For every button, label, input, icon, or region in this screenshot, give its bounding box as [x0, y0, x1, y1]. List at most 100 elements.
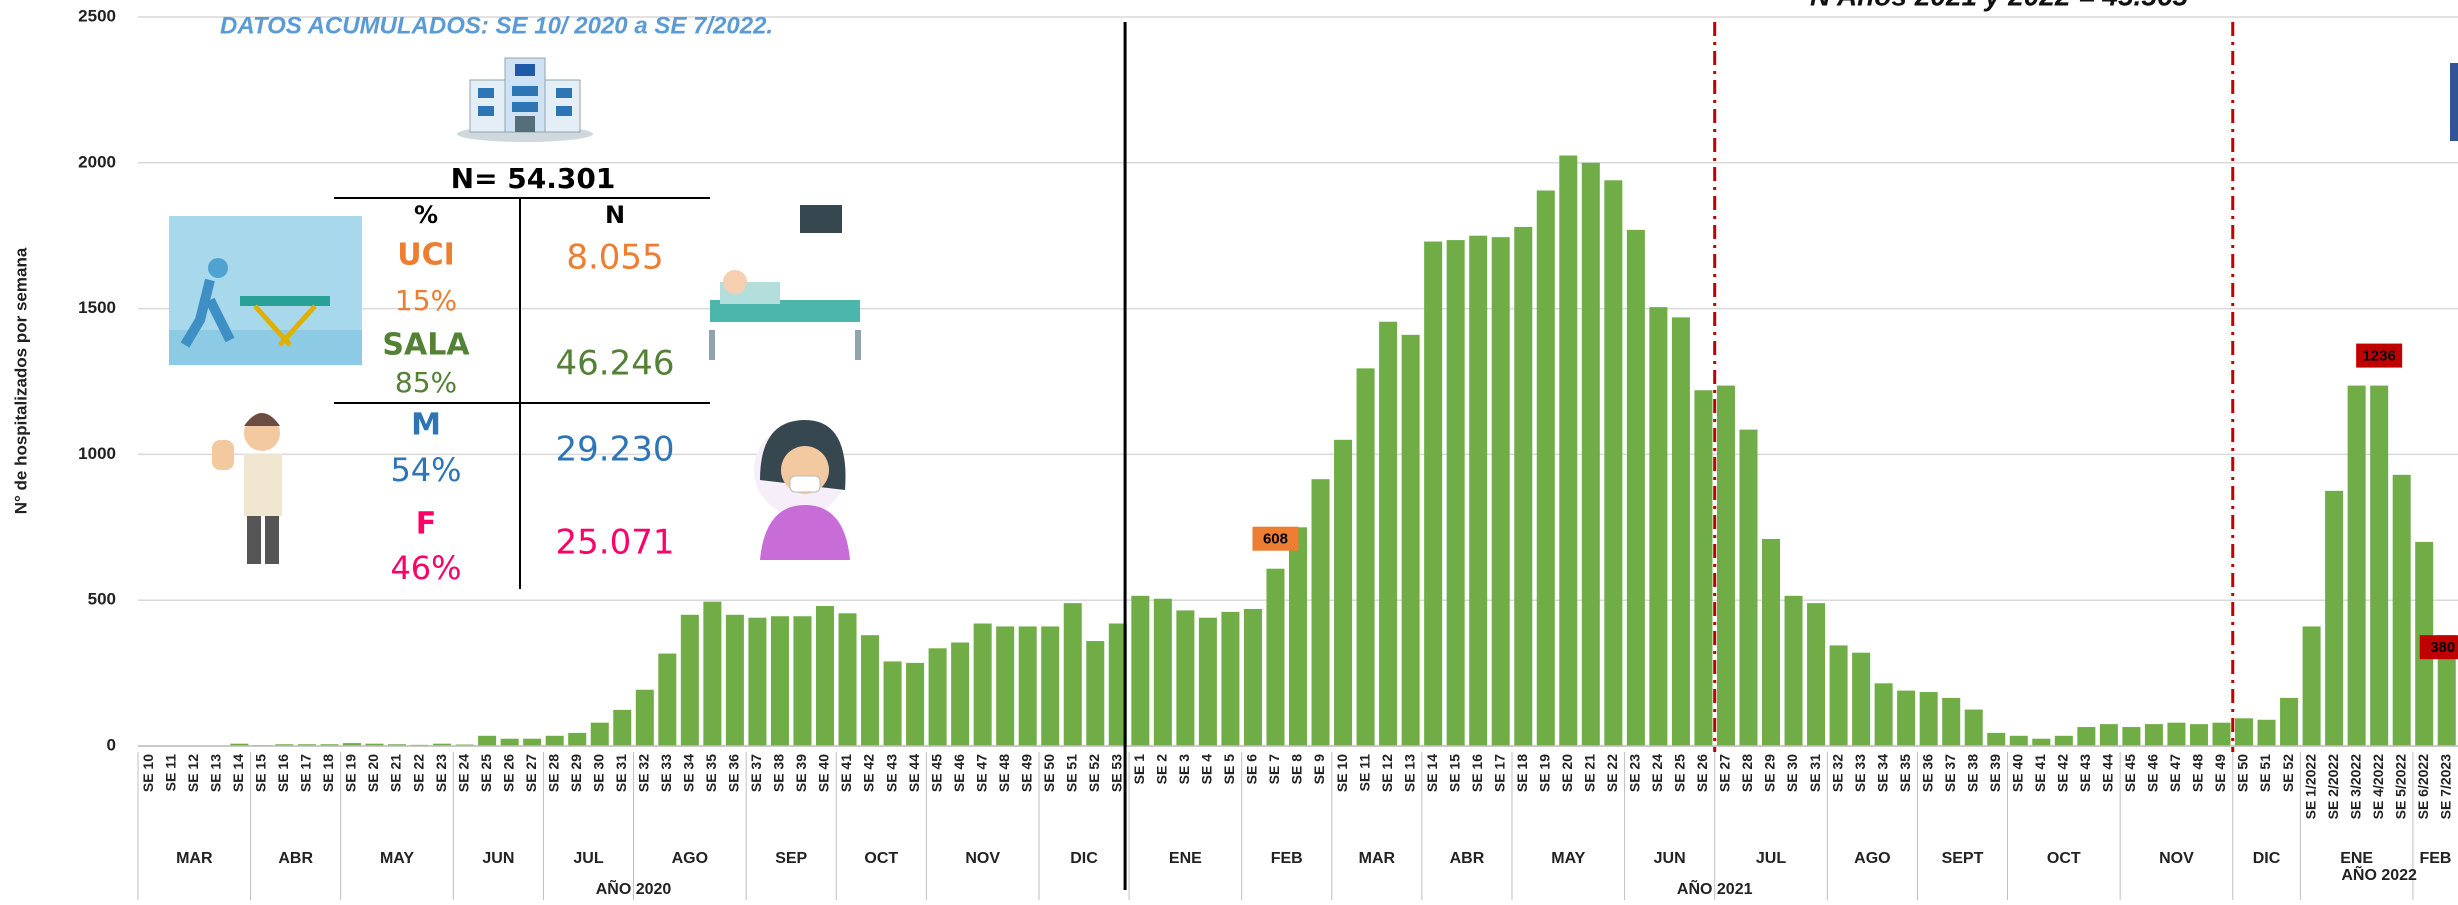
x-tick-label: SE 33 — [658, 754, 674, 792]
month-label: NOV — [2159, 850, 2194, 867]
bar — [545, 735, 564, 746]
bar — [1559, 155, 1578, 746]
x-tick-label: SE 1 — [1131, 754, 1147, 785]
x-tick-label: SE 31 — [1807, 754, 1823, 792]
x-tick-label: SE 17 — [298, 754, 314, 792]
bar — [1919, 692, 1938, 746]
bar — [590, 722, 609, 746]
month-label: ENE — [1169, 850, 1202, 867]
bar — [1762, 538, 1781, 746]
x-tick-label: SE 46 — [2145, 754, 2161, 792]
bar — [1942, 697, 1961, 746]
x-tick-label: SE 45 — [2122, 754, 2138, 792]
bar — [1852, 652, 1871, 746]
bar — [2167, 722, 2186, 746]
x-tick-label: SE 23 — [433, 754, 449, 792]
x-tick-label: SE 13 — [208, 754, 224, 792]
bar — [2122, 727, 2141, 746]
bar — [951, 642, 970, 746]
year-label: AÑO 2022 — [2341, 864, 2417, 884]
icu-image — [169, 216, 362, 365]
x-tick-label: SE 42 — [861, 754, 877, 792]
x-tick-label: SE 9 — [1311, 754, 1327, 785]
bar — [2437, 635, 2456, 746]
month-label: NOV — [965, 850, 1000, 867]
bar — [1288, 527, 1308, 746]
x-tick-label: SE 22 — [1604, 754, 1620, 792]
month-label: MAY — [380, 850, 414, 867]
bar — [793, 616, 812, 746]
bar — [703, 601, 722, 746]
row-n: 46.246 — [556, 344, 675, 384]
bar — [230, 743, 249, 746]
row-n: 8.055 — [566, 238, 663, 278]
x-tick-label: SE 11 — [162, 754, 178, 792]
value-label-box — [2419, 635, 2458, 660]
bar — [342, 743, 361, 746]
bar — [928, 648, 947, 746]
bar — [1063, 603, 1082, 746]
y-tick-label: 0 — [107, 735, 116, 754]
bar — [815, 606, 834, 746]
x-tick-label: SE 32 — [635, 754, 651, 792]
bar — [1221, 611, 1240, 746]
bar — [2077, 727, 2096, 746]
year-label: AÑO 2021 — [1677, 878, 1753, 898]
bar — [2280, 697, 2299, 746]
bar — [2032, 738, 2051, 746]
x-tick-label: SE 39 — [1987, 754, 2003, 792]
month-label: MAY — [1551, 850, 1585, 867]
bar — [1694, 390, 1713, 746]
bar — [1671, 317, 1690, 746]
x-tick-label: SE 2/2022 — [2325, 754, 2341, 820]
bar — [1424, 241, 1443, 747]
x-tick-label: SE 44 — [906, 754, 922, 792]
row-n: 25.071 — [556, 523, 675, 563]
summary-table: N= 54.301 % N UCI 15% 8.055 SALA 85% 46.… — [334, 162, 710, 589]
x-tick-label: SE 6 — [1244, 754, 1260, 785]
bar — [1446, 240, 1465, 746]
x-tick-label: SE 10 — [1334, 754, 1350, 792]
bar — [1964, 709, 1983, 746]
bar — [275, 744, 294, 746]
x-tick-label: SE 35 — [703, 754, 719, 792]
bar — [1311, 479, 1330, 746]
x-tick-label: SE 51 — [1063, 754, 1079, 792]
month-label: MAR — [176, 850, 213, 867]
x-tick-label: SE 47 — [973, 754, 989, 792]
row-pct: 85% — [395, 366, 457, 399]
bar — [1897, 690, 1916, 746]
x-tick-label: SE 8 — [1289, 754, 1305, 785]
bar — [2257, 719, 2276, 746]
bar — [2392, 474, 2411, 746]
x-tick-label: SE 26 — [500, 754, 516, 792]
month-label: SEP — [775, 850, 807, 867]
table-header: % — [414, 201, 438, 229]
x-tick-label: SE 24 — [455, 754, 471, 792]
y-axis-label: N° de hospitalizados por semana — [11, 247, 30, 514]
bar — [2302, 626, 2321, 746]
x-tick-label: SE 20 — [365, 754, 381, 792]
row-label: SALA — [382, 328, 470, 363]
x-tick-label: SE 37 — [748, 754, 764, 792]
bar — [1198, 617, 1217, 746]
bar — [883, 661, 902, 746]
bar — [1491, 237, 1510, 746]
x-tick-label: SE 43 — [2077, 754, 2093, 792]
month-label: OCT — [2047, 850, 2081, 867]
bar — [658, 653, 677, 746]
x-tick-label: SE 38 — [1964, 754, 1980, 792]
bar — [500, 738, 519, 746]
x-tick-label: SE 49 — [1018, 754, 1034, 792]
bar — [906, 662, 925, 746]
hospital-icon — [457, 57, 593, 142]
bar — [568, 732, 587, 746]
bar — [1626, 229, 1645, 747]
x-tick-label: SE 6/2022 — [2415, 754, 2431, 820]
x-tick-label: SE 13 — [1401, 754, 1417, 792]
x-tick-label: SE 21 — [1582, 754, 1598, 792]
x-tick-label: SE 44 — [2100, 754, 2116, 792]
x-tick-label: SE 18 — [320, 754, 336, 792]
bar — [1266, 568, 1285, 746]
value-label: 1236 — [2362, 348, 2395, 365]
